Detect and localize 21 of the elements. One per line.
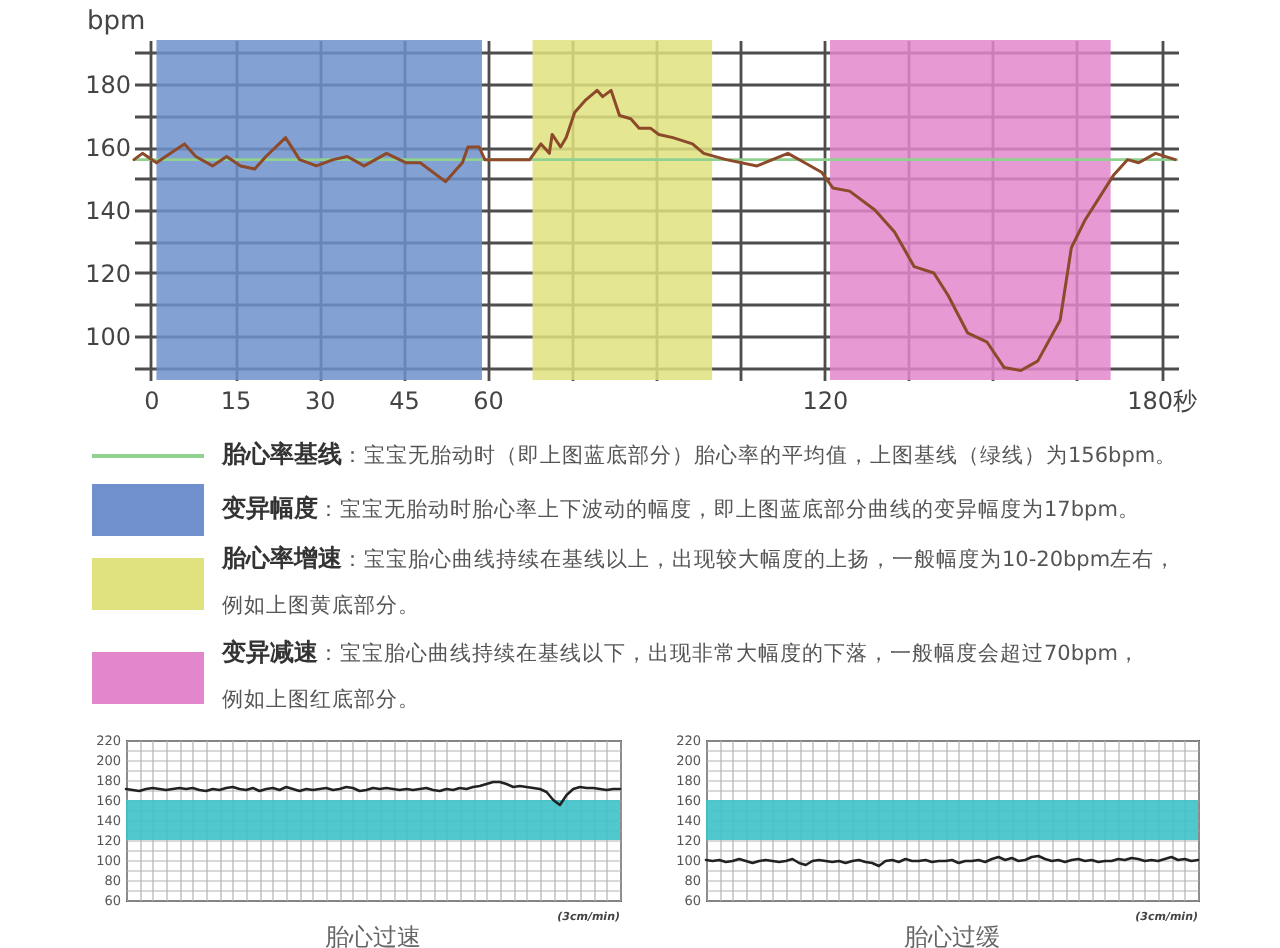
x-tick-label: 30 [304,387,336,415]
x-tick-label: 0 [144,387,160,415]
x-tick-label: 15 [220,387,252,415]
x-tick-label: 120 [802,387,849,415]
legend-label: 胎心率基线：宝宝无胎动时（即上图蓝底部分）胎心率的平均值，上图基线（绿线）为156bpm。 [222,438,1180,472]
y-tick-label: 140 [85,197,131,225]
line-series [132,88,1177,373]
x-tick-label: 60 [473,387,504,415]
legend-label: 变异幅度：宝宝无胎动时胎心率上下波动的幅度，即上图蓝底部分曲线的变异幅度为17bpm。 [222,492,1142,526]
text: 胎心过缓 [904,923,1000,948]
text: 胎心过速 [325,923,421,948]
y-axis-title: bpm [87,7,146,37]
y-tick-label: 120 [85,259,131,288]
y-tick-label: 100 [85,322,131,351]
y-tick-label: 160 [85,134,131,163]
line-series [124,780,622,807]
x-tick-label: 45 [389,387,420,415]
y-tick-label: 180 [85,71,131,100]
legend-label: 变异减速：宝宝胎心曲线持续在基线以下，出现非常大幅度的下落，一般幅度会超过70bpm，例如上图红底部分。 [222,636,1142,716]
legend-label: 胎心率增速：宝宝胎心曲线持续在基线以上，出现较大幅度的上扬，一般幅度为10-20bpm左右，例如上图黄底部分。 [222,542,1179,622]
x-tick-label: 180秒 [1127,387,1198,415]
